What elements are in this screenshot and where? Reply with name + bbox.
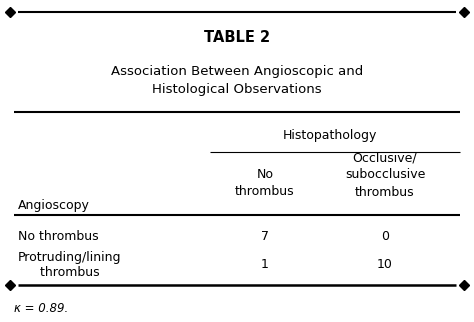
Text: Association Between Angioscopic and
Histological Observations: Association Between Angioscopic and Hist…: [111, 64, 363, 96]
Text: 7: 7: [261, 231, 269, 243]
Text: No
thrombus: No thrombus: [235, 168, 295, 198]
Text: Histopathology: Histopathology: [283, 128, 377, 141]
Text: 10: 10: [377, 259, 393, 271]
Text: TABLE 2: TABLE 2: [204, 31, 270, 45]
Text: No thrombus: No thrombus: [18, 231, 99, 243]
Text: 0: 0: [381, 231, 389, 243]
Text: 1: 1: [261, 259, 269, 271]
Text: Protruding/lining: Protruding/lining: [18, 251, 121, 263]
Text: Occlusive/
subocclusive
thrombus: Occlusive/ subocclusive thrombus: [345, 151, 425, 198]
Text: κ = 0.89.: κ = 0.89.: [14, 301, 68, 315]
Text: thrombus: thrombus: [28, 266, 100, 279]
Text: Angioscopy: Angioscopy: [18, 198, 90, 212]
